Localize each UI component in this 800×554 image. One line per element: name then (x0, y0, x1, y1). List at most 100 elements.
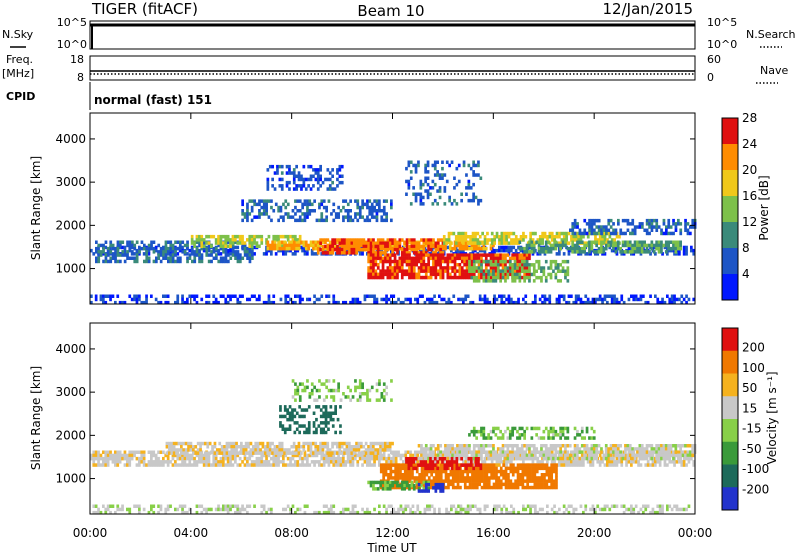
power-cell (336, 251, 339, 255)
power-cell (331, 247, 334, 252)
power-cell (448, 246, 452, 251)
power-cell (358, 209, 362, 213)
velocity-cell (94, 456, 98, 461)
power-cell (119, 259, 122, 264)
power-cell (427, 238, 430, 242)
power-cell (300, 184, 303, 188)
velocity-cell (310, 453, 314, 458)
power-cell (195, 253, 199, 257)
power-cell (121, 240, 125, 244)
power-cell (573, 231, 577, 236)
velocity-cell (544, 456, 548, 461)
power-cell (286, 202, 290, 207)
power-cell (554, 259, 558, 264)
power-cell (564, 243, 567, 248)
power-cell (308, 209, 312, 213)
power-cell (465, 256, 469, 261)
power-cell (662, 218, 666, 223)
velocity-cell (170, 441, 174, 446)
power-cell (181, 240, 185, 244)
velocity-cell (650, 450, 654, 454)
power-cell (626, 240, 630, 244)
power-cell (424, 243, 428, 248)
velocity-cell (288, 451, 291, 455)
power-cell (459, 248, 463, 253)
power-cell (97, 245, 100, 250)
power-cell (183, 250, 187, 254)
power-cell (130, 245, 134, 250)
power-cell (528, 256, 531, 261)
power-cell (546, 235, 549, 239)
power-cell (248, 246, 252, 251)
power-cell (450, 202, 454, 206)
power-cell (448, 275, 452, 280)
velocity-cell (289, 463, 292, 467)
power-cell (424, 238, 428, 242)
power-cell (102, 297, 105, 302)
velocity-cell (229, 460, 232, 464)
power-cell (582, 235, 585, 239)
power-cell (414, 195, 418, 200)
power-cell (381, 251, 385, 255)
power-cell (434, 275, 438, 280)
velocity-cell (366, 453, 369, 458)
power-cell (528, 250, 531, 254)
velocity-cell (228, 441, 231, 446)
power-cell (633, 240, 637, 244)
velocity-cell (685, 463, 688, 467)
velocity-cell (264, 445, 267, 449)
velocity-cell (214, 456, 218, 461)
velocity-cell (606, 460, 609, 464)
power-cell (453, 266, 457, 270)
power-cell (368, 199, 372, 203)
power-cell (596, 297, 600, 302)
power-cell (601, 300, 604, 305)
power-cell (457, 231, 460, 236)
velocity-cell (276, 448, 279, 452)
velocity-cell (128, 453, 132, 458)
velocity-cell (416, 453, 420, 458)
power-cell (238, 234, 242, 239)
power-cell (408, 266, 411, 270)
power-cell (558, 297, 561, 302)
power-cell (348, 238, 351, 242)
velocity-cell (268, 445, 272, 449)
power-cell (273, 243, 277, 248)
velocity-cell (104, 453, 108, 458)
power-cell (664, 250, 668, 254)
velocity-cell (420, 447, 423, 451)
velocity-cell (182, 448, 186, 452)
power-cell (319, 174, 322, 178)
velocity-cell (280, 445, 284, 449)
power-cell (523, 272, 526, 277)
power-cell (248, 250, 252, 254)
velocity-cell (672, 456, 675, 461)
power-cell (682, 245, 686, 250)
power-cell (661, 300, 664, 305)
power-cell (367, 256, 370, 261)
power-cell (444, 246, 447, 251)
power-cell (280, 171, 284, 175)
power-cell (384, 269, 387, 273)
velocity-cell (657, 453, 661, 458)
power-cell (193, 244, 196, 248)
velocity-cell (360, 445, 363, 449)
velocity-cell (414, 450, 417, 454)
power-cell (415, 253, 418, 257)
power-cell (453, 176, 456, 180)
power-cell (243, 241, 247, 245)
power-cell (505, 241, 508, 245)
power-cell (289, 234, 292, 239)
velocity-cell (499, 453, 502, 458)
velocity-cell (116, 463, 120, 467)
colorbar-tick-label: 4 (742, 267, 750, 281)
power-cell (276, 246, 279, 251)
velocity-cell (207, 460, 211, 464)
power-cell (357, 241, 361, 245)
power-cell (241, 243, 245, 248)
power-cell (604, 243, 608, 248)
power-cell (298, 238, 302, 242)
power-cell (344, 215, 348, 219)
power-cell (234, 250, 237, 254)
velocity-cell (424, 456, 428, 461)
